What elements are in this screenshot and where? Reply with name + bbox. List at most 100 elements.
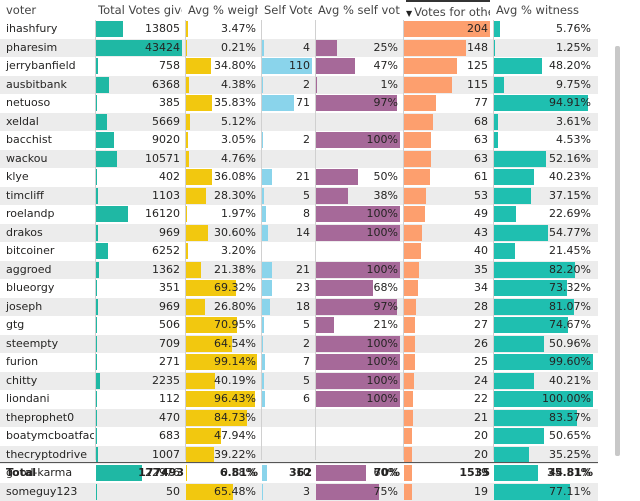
avg-self-votes-cell: 75% (316, 483, 398, 501)
votes-for-others-cell: 77 (404, 94, 488, 113)
votes-for-others-cell: 53 (404, 187, 488, 206)
total-row: Total 177493 6.81% 362 70% 1535 35.81% (0, 462, 598, 482)
votes-for-others-cell: 25 (404, 353, 488, 372)
votes-for-others-cell: 63 (404, 131, 488, 150)
votes-for-others-cell: 27 (404, 316, 488, 335)
voter-cell: wackou (0, 150, 94, 169)
avg-witness-cell: 21.45% (494, 242, 591, 261)
voter-cell: chitty (0, 372, 94, 391)
avg-weight-cell: 47.94% (186, 427, 256, 446)
total-votes-cell: 6252 (96, 242, 180, 261)
column-header-voter[interactable]: voter (6, 0, 96, 20)
self-votes-cell: 8 (262, 205, 310, 224)
avg-witness-cell: 54.77% (494, 224, 591, 243)
total-votes-cell: 16120 (96, 205, 180, 224)
self-votes-cell (262, 242, 310, 261)
avg-self-votes-cell: 21% (316, 316, 398, 335)
voter-cell: xeldal (0, 113, 94, 132)
column-header-self-votes[interactable]: Self Votes (264, 0, 312, 20)
self-votes-cell: 21 (262, 168, 310, 187)
column-header-avg-weight[interactable]: Avg % weight (188, 0, 258, 20)
votes-for-others-cell: 19 (404, 483, 488, 501)
votes-for-others-cell: 35 (404, 261, 488, 280)
avg-witness-cell: 9.75% (494, 76, 591, 95)
voter-cell: blueorgy (0, 279, 94, 298)
avg-self-votes-cell: 100% (316, 390, 398, 409)
voter-cell: bacchist (0, 131, 94, 150)
voter-cell: furion (0, 353, 94, 372)
avg-weight-cell: 96.43% (186, 390, 256, 409)
column-header-avg-self-votes[interactable]: Avg % self votes (318, 0, 400, 20)
avg-self-votes-cell: 100% (316, 372, 398, 391)
column-header-votes-for-others[interactable]: ▼Votes for other... (406, 0, 490, 22)
avg-self-votes-cell (316, 242, 398, 261)
avg-witness-cell: 83.57% (494, 409, 591, 428)
avg-self-votes-cell: 38% (316, 187, 398, 206)
self-votes-cell: 71 (262, 94, 310, 113)
voter-cell: theprophet0 (0, 409, 94, 428)
self-votes-cell (262, 20, 310, 39)
avg-witness-cell: 81.07% (494, 298, 591, 317)
column-header-avg-witness[interactable]: Avg % witness (496, 0, 593, 20)
votes-for-others-cell: 204 (404, 20, 488, 39)
column-header-total-votes[interactable]: Total Votes given (98, 0, 182, 20)
avg-witness-cell: 40.21% (494, 372, 591, 391)
avg-witness-cell: 22.69% (494, 205, 591, 224)
avg-self-votes-cell: 100% (316, 205, 398, 224)
avg-witness-cell: 37.15% (494, 187, 591, 206)
self-votes-cell: 4 (262, 39, 310, 58)
avg-self-votes-cell: 100% (316, 335, 398, 354)
voter-cell: boatymcboatface (0, 427, 94, 446)
avg-witness-cell: 50.65% (494, 427, 591, 446)
avg-self-votes-cell: 100% (316, 224, 398, 243)
voter-cell: ihashfury (0, 20, 94, 39)
avg-weight-cell: 70.95% (186, 316, 256, 335)
votes-for-others-cell: 22 (404, 390, 488, 409)
votes-for-others-cell: 26 (404, 335, 488, 354)
column-header-label: Avg % witness (496, 3, 579, 17)
voter-cell: steempty (0, 335, 94, 354)
voter-cell: gtg (0, 316, 94, 335)
column-divider (261, 20, 262, 460)
avg-witness-cell: 40.23% (494, 168, 591, 187)
voter-cell: jerrybanfield (0, 57, 94, 76)
self-votes-cell (262, 150, 310, 169)
column-divider (493, 20, 494, 460)
avg-self-votes-cell: 47% (316, 57, 398, 76)
self-votes-cell: 14 (262, 224, 310, 243)
avg-weight-cell: 5.12% (186, 113, 256, 132)
column-header-label: Avg % self votes (318, 3, 400, 17)
avg-witness-cell: 50.96% (494, 335, 591, 354)
total-votes-cell: 709 (96, 335, 180, 354)
avg-weight-cell: 40.19% (186, 372, 256, 391)
total-votes-cell: 1103 (96, 187, 180, 206)
total-votes-for-others: 1535 (404, 463, 490, 482)
total-votes-cell: 10571 (96, 150, 180, 169)
scrollbar-thumb[interactable] (615, 46, 620, 456)
vertical-scrollbar[interactable] (612, 20, 624, 460)
